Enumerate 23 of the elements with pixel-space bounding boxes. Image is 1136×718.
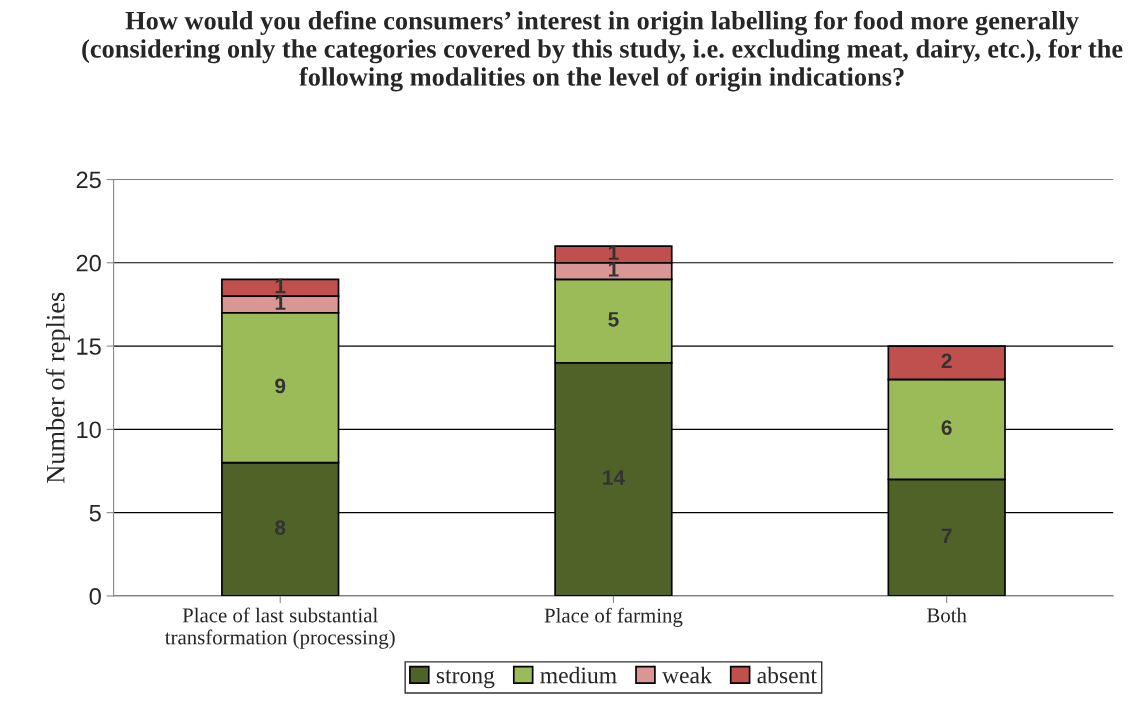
data-label: 5 [608,312,619,327]
chart-title: How would you define consumers’ interest in origin labelling for food more generally (considering only the categories covered by this study, i.e. excluding meat, dairy, etc.), for the following modalities on the level of origin indications? [82,10,1123,92]
legend-label: strong [436,669,495,689]
y-tick-label: 25 [76,171,101,189]
y-axis-title: Number of replies [45,292,70,483]
y-tick-label: 10 [77,421,101,439]
data-label: 1 [608,245,619,260]
legend-label: weak [662,666,712,684]
data-label: 6 [941,420,952,435]
x-tick-label: Place of last substantial transformation (processing) [165,607,395,649]
data-label: 1 [275,295,286,310]
data-label: 1 [608,262,619,277]
legend-label: medium [540,666,617,684]
data-label: 9 [275,378,286,394]
data-label: 1 [275,278,286,294]
y-tick-label: 5 [89,504,101,522]
y-tick-label: 20 [76,254,101,272]
legend-label: absent [757,666,817,684]
y-tick-label: 0 [89,588,101,605]
y-tick-label: 15 [77,338,101,355]
x-tick-label: Both [927,607,967,623]
data-label: 2 [941,353,952,369]
x-tick-label: Place of farming [544,607,683,627]
